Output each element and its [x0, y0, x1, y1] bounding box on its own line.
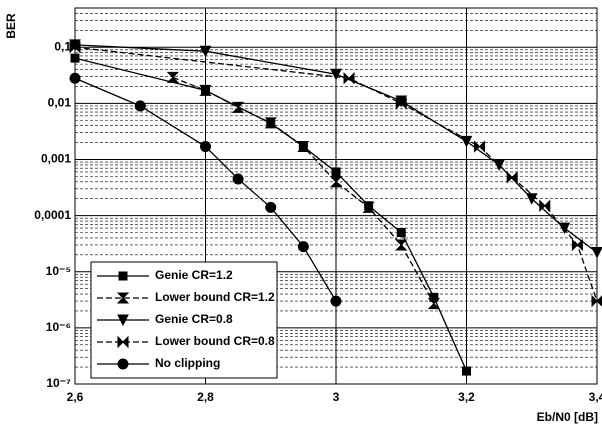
marker — [117, 335, 129, 349]
y-axis-label: BER — [4, 13, 18, 39]
marker — [330, 295, 342, 307]
marker — [166, 71, 180, 83]
marker — [558, 222, 571, 235]
marker — [199, 84, 212, 96]
y-tick-label: 0,0001 — [34, 208, 71, 222]
marker — [117, 358, 129, 370]
y-tick-label: 0,1 — [54, 39, 71, 53]
legend-label: Genie CR=0.8 — [155, 312, 233, 326]
legend-label: Lower bound CR=0.8 — [155, 334, 275, 348]
marker — [297, 241, 309, 253]
marker — [395, 97, 407, 110]
marker — [506, 171, 518, 184]
marker — [330, 68, 342, 81]
y-tick-label: 10⁻⁵ — [46, 264, 71, 278]
y-tick-label: 10⁻⁶ — [46, 320, 71, 334]
x-tick-label: 2,6 — [67, 390, 84, 404]
marker — [297, 141, 310, 153]
x-tick-label: 3 — [333, 390, 340, 404]
marker — [395, 239, 408, 251]
marker — [116, 292, 130, 304]
marker — [231, 101, 245, 113]
x-tick-label: 3,4 — [589, 390, 602, 404]
series-line — [74, 46, 598, 302]
plot-border — [74, 7, 598, 385]
y-tick-label: 10⁻⁷ — [46, 376, 71, 390]
marker — [69, 41, 81, 54]
legend-label: No clipping — [155, 356, 220, 370]
marker — [474, 140, 486, 153]
legend-label: Lower bound CR=1.2 — [155, 290, 275, 304]
marker — [396, 228, 406, 238]
marker — [329, 176, 343, 188]
x-tick-label: 3,2 — [458, 390, 475, 404]
marker — [134, 100, 146, 112]
marker — [331, 167, 341, 177]
x-axis-label: Eb/N0 [dB] — [537, 410, 598, 424]
marker — [362, 201, 375, 213]
y-tick-label: 0,01 — [48, 96, 72, 110]
marker — [200, 141, 211, 153]
marker — [539, 199, 551, 212]
marker — [69, 72, 81, 84]
marker — [591, 247, 602, 259]
marker — [591, 294, 602, 308]
marker — [343, 72, 355, 85]
x-tick-label: 2,8 — [197, 390, 214, 404]
marker — [199, 45, 212, 58]
marker — [427, 298, 441, 310]
marker — [118, 271, 128, 281]
legend-label: Genie CR=1.2 — [155, 268, 233, 282]
marker — [571, 238, 583, 252]
marker — [265, 201, 277, 213]
marker — [462, 366, 471, 376]
y-tick-label: 0,001 — [41, 152, 71, 166]
marker — [460, 135, 473, 148]
marker — [264, 117, 277, 129]
marker — [232, 173, 244, 185]
marker — [117, 314, 129, 327]
marker — [70, 53, 80, 63]
